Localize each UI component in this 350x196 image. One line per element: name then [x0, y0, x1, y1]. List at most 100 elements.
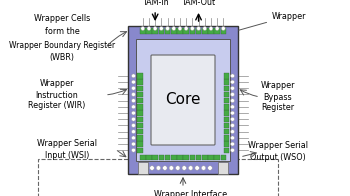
Text: Wrapper Serial: Wrapper Serial: [248, 142, 308, 151]
Text: TAM-Out: TAM-Out: [182, 0, 216, 7]
Bar: [224, 123, 229, 128]
Bar: [224, 135, 229, 141]
Bar: [137, 85, 142, 91]
Circle shape: [231, 86, 234, 90]
Circle shape: [132, 136, 135, 140]
Circle shape: [231, 93, 234, 96]
Bar: [215, 28, 220, 34]
Bar: [224, 141, 229, 147]
Text: (WBR): (WBR): [49, 53, 75, 62]
Bar: [224, 104, 229, 110]
Bar: [137, 148, 142, 153]
Bar: [137, 98, 142, 103]
Bar: [140, 154, 146, 160]
Bar: [218, 162, 228, 174]
Bar: [146, 28, 152, 34]
Bar: [224, 110, 229, 116]
Circle shape: [209, 26, 213, 30]
Bar: [128, 26, 238, 174]
Text: Output (WSO): Output (WSO): [250, 152, 306, 162]
Circle shape: [201, 166, 206, 170]
Circle shape: [160, 26, 163, 30]
FancyBboxPatch shape: [151, 55, 215, 145]
Bar: [220, 28, 226, 34]
Circle shape: [182, 166, 187, 170]
Bar: [137, 104, 142, 110]
Circle shape: [132, 80, 135, 84]
Bar: [38, 159, 278, 196]
Bar: [196, 154, 201, 160]
Circle shape: [208, 166, 212, 170]
Text: Wrapper: Wrapper: [239, 12, 307, 30]
Circle shape: [203, 26, 206, 30]
Circle shape: [222, 26, 225, 30]
Bar: [159, 154, 164, 160]
Circle shape: [184, 26, 188, 30]
Bar: [152, 28, 158, 34]
Circle shape: [231, 136, 234, 140]
Bar: [140, 28, 146, 34]
Bar: [152, 154, 158, 160]
Circle shape: [197, 26, 201, 30]
Circle shape: [231, 142, 234, 146]
Circle shape: [215, 26, 219, 30]
Circle shape: [231, 99, 234, 103]
Text: Wrapper: Wrapper: [261, 82, 295, 91]
Circle shape: [190, 26, 194, 30]
Circle shape: [132, 105, 135, 109]
Circle shape: [195, 166, 199, 170]
Bar: [202, 154, 208, 160]
Bar: [171, 28, 176, 34]
Bar: [190, 28, 195, 34]
Bar: [208, 154, 214, 160]
Circle shape: [231, 117, 234, 121]
Circle shape: [172, 26, 176, 30]
Circle shape: [132, 86, 135, 90]
Bar: [224, 92, 229, 97]
Bar: [165, 28, 170, 34]
Bar: [224, 85, 229, 91]
Text: TAM-In: TAM-In: [142, 0, 168, 7]
Text: Wrapper Interface: Wrapper Interface: [154, 190, 228, 196]
Bar: [146, 154, 152, 160]
Text: Instruction: Instruction: [36, 91, 78, 100]
Text: Wrapper: Wrapper: [40, 80, 74, 89]
Circle shape: [132, 130, 135, 134]
Bar: [183, 154, 189, 160]
Bar: [137, 141, 142, 147]
Circle shape: [231, 80, 234, 84]
Circle shape: [156, 166, 161, 170]
Text: Register: Register: [261, 103, 295, 113]
Bar: [220, 154, 226, 160]
Text: Wrapper Boundary Register: Wrapper Boundary Register: [9, 41, 115, 50]
Text: Wrapper Serial: Wrapper Serial: [37, 140, 97, 149]
Bar: [196, 28, 201, 34]
Circle shape: [231, 123, 234, 127]
Text: form the: form the: [45, 26, 79, 35]
Bar: [137, 135, 142, 141]
Bar: [224, 73, 229, 79]
Bar: [138, 162, 148, 174]
Bar: [137, 129, 142, 134]
Bar: [202, 28, 208, 34]
Bar: [215, 154, 220, 160]
Text: Core: Core: [165, 93, 201, 107]
Bar: [137, 73, 142, 79]
Circle shape: [231, 148, 234, 152]
Circle shape: [188, 166, 193, 170]
Circle shape: [231, 130, 234, 134]
Circle shape: [132, 142, 135, 146]
Bar: [171, 154, 176, 160]
Circle shape: [132, 93, 135, 96]
Circle shape: [176, 166, 180, 170]
Circle shape: [141, 26, 145, 30]
Circle shape: [153, 26, 157, 30]
Circle shape: [132, 99, 135, 103]
Bar: [137, 116, 142, 122]
Bar: [137, 92, 142, 97]
Bar: [224, 148, 229, 153]
Circle shape: [166, 26, 169, 30]
Bar: [137, 79, 142, 85]
Circle shape: [132, 111, 135, 115]
Text: Register (WIR): Register (WIR): [28, 102, 86, 111]
